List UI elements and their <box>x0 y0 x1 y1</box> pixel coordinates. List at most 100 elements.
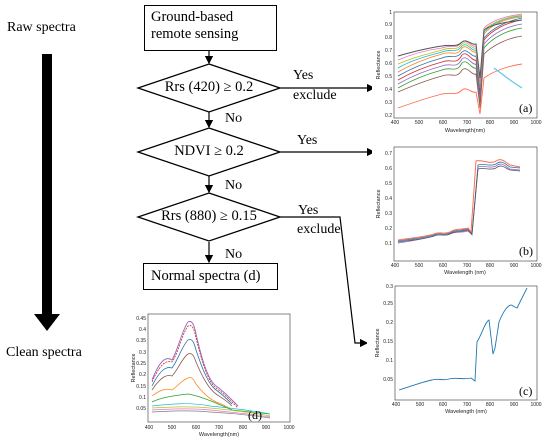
spectra-panel-b: Reflectance Wavelength (nm) 0.1 0.2 0.3 … <box>372 143 542 276</box>
panel-b-xtick: 900 <box>510 263 519 269</box>
d3-exclude-label: exclude <box>297 222 341 237</box>
panel-d-tag: (d) <box>248 408 262 422</box>
panel-d-ylabel: Reflectance <box>131 353 137 382</box>
panel-a-xtick: 800 <box>486 120 495 126</box>
panel-b-xtick: 500 <box>415 263 424 269</box>
d3-no-label: No <box>225 247 243 262</box>
panel-d-xtick: 800 <box>239 425 248 431</box>
panel-b-xtick: 800 <box>486 263 495 269</box>
panel-b-ytick: 0.3 <box>385 211 392 217</box>
panel-b-ytick: 0.7 <box>385 151 392 157</box>
decision-d1-text: Rrs (420) ≥ 0.2 <box>164 79 254 95</box>
panel-c-ylabel: Reflectance <box>375 328 381 357</box>
panel-d-ytick: 0.2 <box>139 372 146 378</box>
panel-c-tag: (c) <box>519 384 532 398</box>
decision-d1-shape <box>135 63 283 113</box>
panel-a-ylabel: Reflectance <box>376 50 382 79</box>
end-node-text: Normal spectra (d) <box>151 268 261 284</box>
spectra-panel-a: Reflectance Wavelength(nm) 0.2 0.3 0.4 0… <box>372 8 542 134</box>
start-node: Ground-based remote sensing <box>144 5 277 51</box>
panel-d-curves <box>151 321 271 419</box>
panel-d-xtick: 500 <box>168 425 177 431</box>
panel-d-ytick: 0.05 <box>136 406 146 412</box>
panel-b-xtick: 1000 <box>530 263 541 269</box>
panel-d-xtick: 400 <box>145 425 154 431</box>
panel-d-ytick: 0.1 <box>139 395 146 401</box>
panel-c-xtick: 700 <box>463 402 472 408</box>
panel-a-ytick: 0.8 <box>385 35 392 41</box>
panel-b-ytick: 0.4 <box>385 196 392 202</box>
panel-d-xtick: 900 <box>262 425 271 431</box>
panel-d-ytick: 0.25 <box>136 361 146 367</box>
end-node: Normal spectra (d) <box>143 263 278 290</box>
panel-c-ytick: 0.2 <box>386 320 393 326</box>
panel-a-xtick: 1000 <box>530 120 541 126</box>
panel-b-ytick: 0.6 <box>385 166 392 172</box>
panel-c-xtick: 800 <box>486 402 495 408</box>
panel-b-xtick: 600 <box>439 263 448 269</box>
big-arrow-shaft <box>42 54 52 316</box>
panel-a-ytick: 0.4 <box>385 87 392 93</box>
start-line-1: Ground-based <box>151 9 234 25</box>
panel-c-xtick: 500 <box>416 402 425 408</box>
d1-yes-label: Yes <box>293 68 314 83</box>
panel-a-ytick: 0.2 <box>385 113 392 119</box>
panel-a-ytick: 0.3 <box>385 100 392 106</box>
panel-a-xlabel: Wavelength(nm) <box>445 128 485 134</box>
panel-c-ytick: 0.05 <box>383 377 393 383</box>
decision-d2-text: NDVI ≥ 0.2 <box>174 143 244 159</box>
panel-d-xtick: 700 <box>215 425 224 431</box>
panel-d-ytick: 0.4 <box>139 327 146 333</box>
panel-a-xtick: 400 <box>391 120 400 126</box>
panel-c-xtick: 600 <box>439 402 448 408</box>
panel-d-ytick: 0.3 <box>139 350 146 356</box>
panel-c-xtick: 1000 <box>530 402 541 408</box>
d2-no-label: No <box>225 178 243 193</box>
panel-a-tag: (a) <box>519 101 532 115</box>
start-line-2: remote sensing <box>151 26 239 42</box>
panel-a-ytick: 0.5 <box>385 74 392 80</box>
spectra-panel-d: Reflectance Wavelength(nm) 0.05 0.1 0.15… <box>130 310 295 440</box>
d3-yes-label: Yes <box>298 203 319 218</box>
panel-b-ytick: 0.2 <box>385 226 392 232</box>
panel-c-ytick: 0.1 <box>386 358 393 364</box>
d2-yes-label: Yes <box>297 133 318 148</box>
panel-a-ytick: 1 <box>389 10 392 16</box>
panel-a-ytick: 0.6 <box>385 61 392 67</box>
panel-a-ytick: 0.9 <box>385 22 392 28</box>
panel-c-xtick: 400 <box>392 402 401 408</box>
big-arrow-head <box>34 314 60 331</box>
panel-d-xtick: 1000 <box>283 425 294 431</box>
panel-a-curves <box>397 13 523 115</box>
panel-d-ytick: 0.15 <box>136 384 146 390</box>
panel-b-ytick: 0.1 <box>385 241 392 247</box>
panel-a-xtick: 600 <box>439 120 448 126</box>
panel-b-xlabel: Wavelength (nm) <box>444 270 486 276</box>
panel-c-ytick: 0.3 <box>386 284 393 290</box>
panel-b-ylabel: Reflectance <box>376 189 382 218</box>
panel-b-curves <box>397 159 521 244</box>
edge-d3-yes <box>280 216 369 348</box>
panel-d-svg: Reflectance Wavelength(nm) 0.05 0.1 0.15… <box>131 313 295 438</box>
panel-b-xtick: 400 <box>391 263 400 269</box>
panel-a-svg: Reflectance Wavelength(nm) 0.2 0.3 0.4 0… <box>376 10 542 134</box>
panel-d-ytick: 0.45 <box>136 316 146 322</box>
d1-exclude-label: exclude <box>293 88 337 103</box>
panel-c-curve <box>398 287 528 391</box>
panel-c-svg: Reflectance Wavelength (nm) 0.05 0.1 0.1… <box>375 284 542 415</box>
raw-spectra-label: Raw spectra <box>7 20 76 35</box>
panel-d-xlabel: Wavelength(nm) <box>199 432 239 438</box>
panel-d-xtick: 600 <box>192 425 201 431</box>
panel-a-xtick: 700 <box>463 120 472 126</box>
panel-d-ytick: 0.35 <box>136 338 146 344</box>
panel-c-ytick: 0.25 <box>383 301 393 307</box>
panel-b-ytick: 0.5 <box>385 181 392 187</box>
panel-b-xtick: 700 <box>463 263 472 269</box>
panel-a-xtick: 500 <box>415 120 424 126</box>
panel-b-tag: (b) <box>519 244 533 258</box>
decision-d3-text: Rrs (880) ≥ 0.15 <box>161 208 257 224</box>
spectra-panel-c: Reflectance Wavelength (nm) 0.05 0.1 0.1… <box>367 282 542 417</box>
